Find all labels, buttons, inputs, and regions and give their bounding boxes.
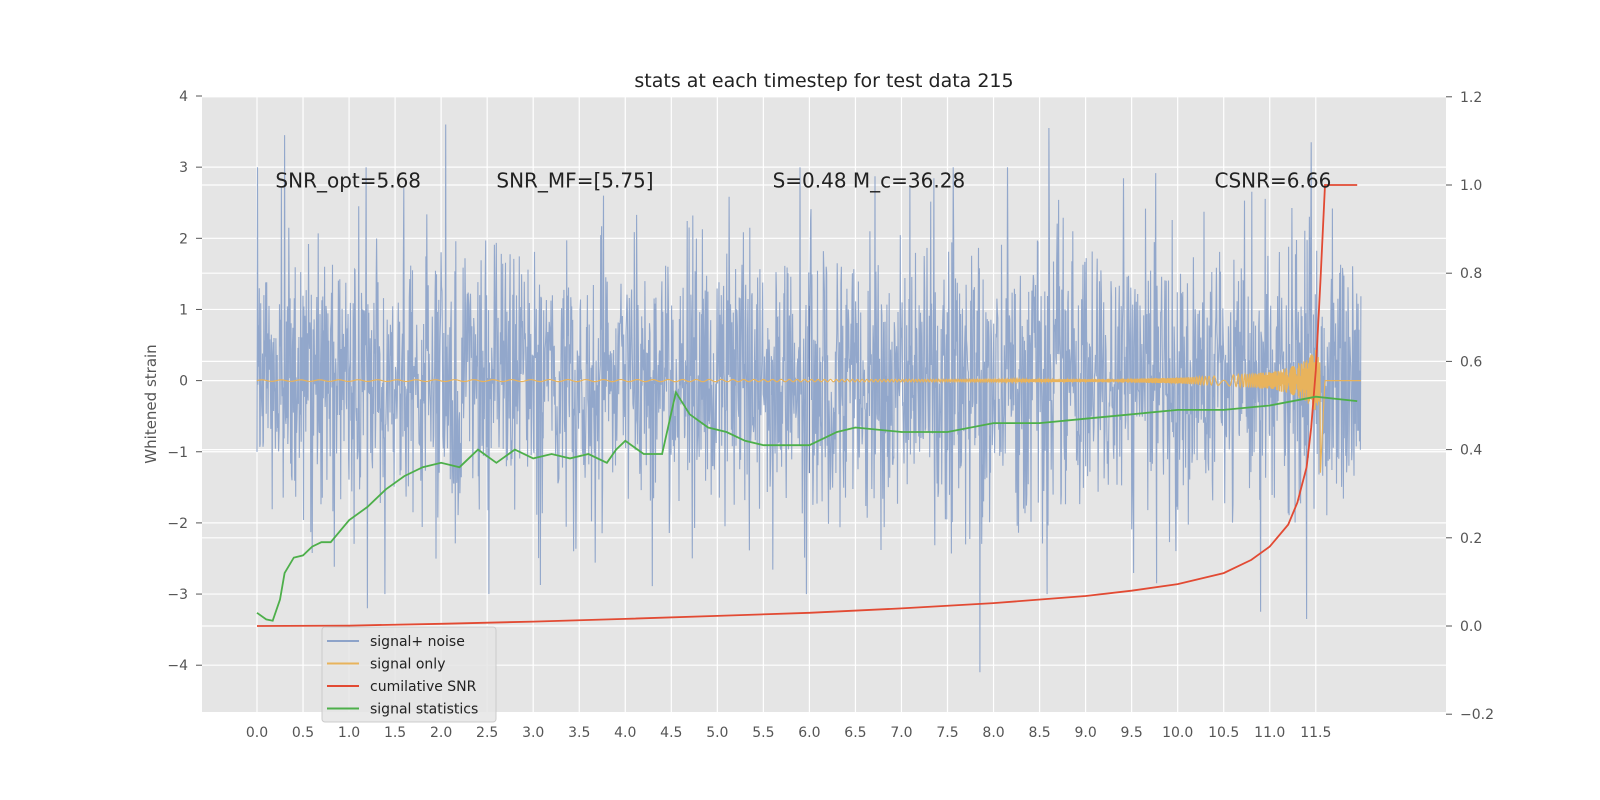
x-tick-label: 8.0 [982,725,1004,741]
x-tick-label: 9.5 [1121,725,1143,741]
y2-tick-label: 0.6 [1460,354,1482,370]
x-tick-label: 2.5 [476,725,498,741]
annotation-text: SNR_MF=[5.75] [496,168,653,192]
y2-tick-label: 0.2 [1460,531,1482,547]
legend-box [321,626,497,723]
y2-tick-label: −0.2 [1460,707,1494,723]
x-tick-label: 4.5 [660,725,682,741]
x-tick-label: 6.0 [798,725,820,741]
y-tick-label: 2 [179,231,188,247]
series-cumulative-snr-line [256,184,1358,627]
x-tick-label: 5.0 [706,725,728,741]
x-tick-label: 4.0 [614,725,636,741]
annotation-text: SNR_opt=5.68 [275,168,421,192]
x-tick-label: 11.5 [1300,725,1331,741]
y-tick-label: 1 [179,302,188,318]
y2-tick-label: 1.2 [1460,90,1482,106]
x-tick-label: 0.0 [246,725,268,741]
y-tick-label: −4 [167,658,188,674]
annotation-text: CSNR=6.66 [1215,168,1332,192]
axes: 0.0 0.5 1.0 1.5 2.0 2.5 3.0 3.5 4.0 4.5 5.0 5.5 6.0 6… [167,89,1494,741]
y-tick-label: 4 [179,89,188,105]
series-signal-statistics-line [256,389,1358,622]
y-tick-label: −2 [167,516,188,532]
y-tick-label: 0 [179,374,188,390]
legend: signal+ noise signal only cumilative SNR si… [321,626,497,723]
y2-tick-label: 0.0 [1460,619,1482,635]
y2-tick-label: 0.4 [1460,443,1482,459]
x-tick-label: 8.5 [1028,725,1050,741]
y-tick-label: −1 [167,445,188,461]
x-tick-label: 1.5 [384,725,406,741]
series-signal-only-line [256,349,1361,473]
annotations: SNR_opt=5.68 SNR_MF=[5.75] S=0.48 M_c=36.2… [275,168,1331,192]
x-tick-label: 11.0 [1254,725,1285,741]
y-tick-label: 3 [179,160,188,176]
x-tick-label: 7.0 [890,725,912,741]
y2-tick-label: 0.8 [1460,266,1482,282]
text-layer: stats at each timestep for test data 215… [142,70,1014,464]
y-tick-label: −3 [167,587,188,603]
legend-entry-label: signal statistics [370,702,478,718]
x-tick-label: 2.0 [430,725,452,741]
x-tick-label: 6.5 [844,725,866,741]
x-tick-label: 10.5 [1208,725,1239,741]
legend-entry-label: signal only [370,657,445,673]
x-tick-label: 3.0 [522,725,544,741]
x-tick-label: 5.5 [752,725,774,741]
x-tick-label: 9.0 [1074,725,1096,741]
legend-entry-label: cumilative SNR [370,679,477,695]
y-axis-label: Whitened strain [142,344,160,463]
series-layer [256,124,1362,673]
x-tick-label: 1.0 [338,725,360,741]
legend-entry-label: signal+ noise [370,634,465,650]
x-tick-label: 3.5 [568,725,590,741]
x-tick-label: 0.5 [292,725,314,741]
x-tick-label: 10.0 [1162,725,1193,741]
y2-tick-label: 1.0 [1460,178,1482,194]
x-tick-label: 7.5 [936,725,958,741]
annotation-text: S=0.48 M_c=36.28 [773,168,966,192]
chart-title: stats at each timestep for test data 215 [634,70,1013,92]
